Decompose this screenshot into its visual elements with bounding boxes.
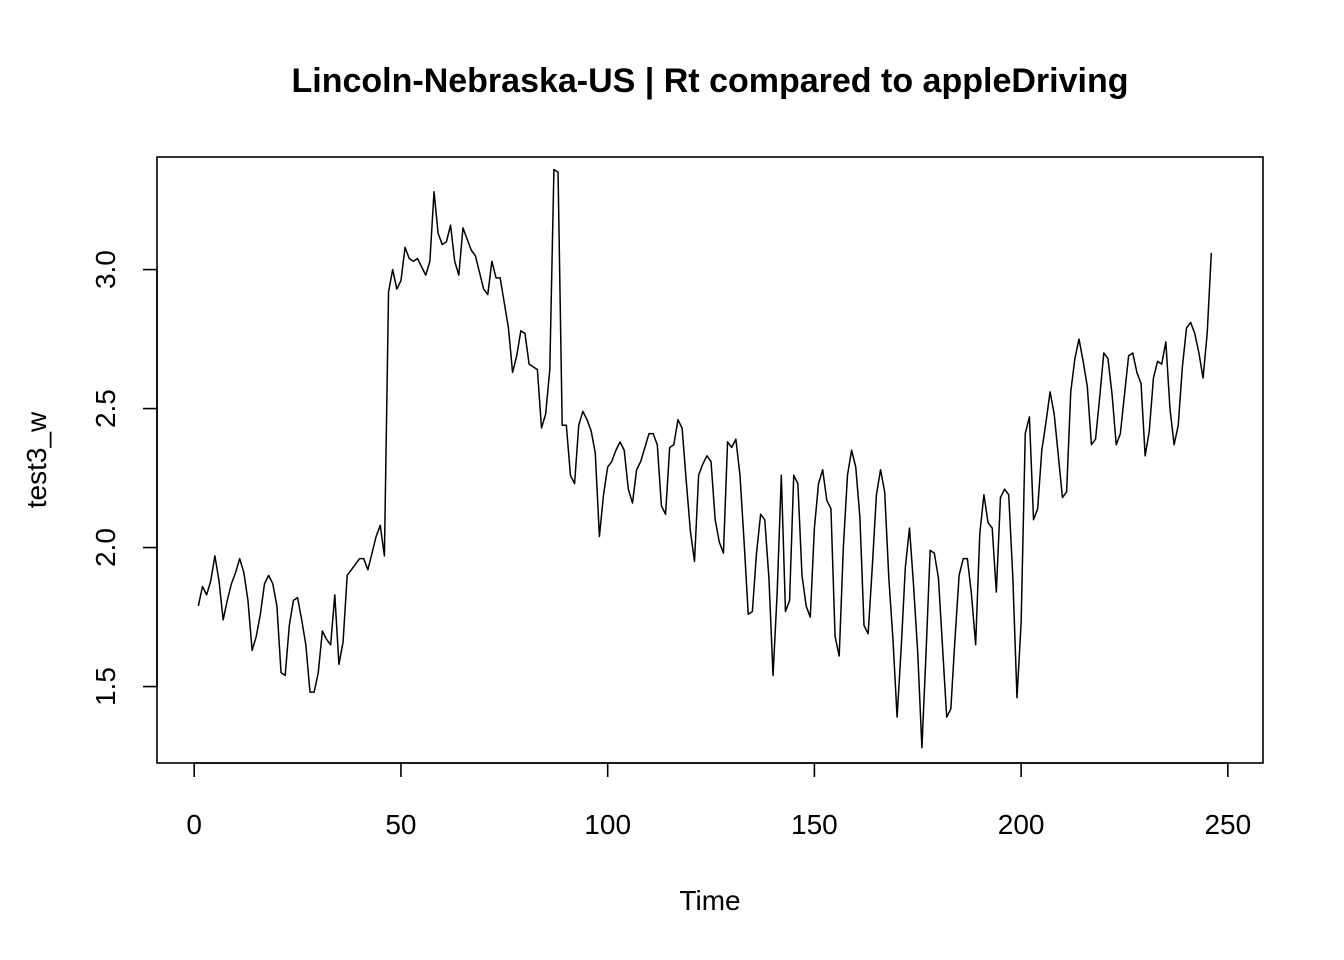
y-axis: 1.5 2.0 2.5 3.0: [90, 250, 158, 706]
x-tick-label: 100: [584, 809, 631, 840]
x-axis-label: Time: [679, 885, 740, 916]
x-axis: 0 50 100 150 200 250: [186, 762, 1251, 840]
x-tick-label: 250: [1204, 809, 1251, 840]
x-tick-label: 0: [186, 809, 202, 840]
chart-title: Lincoln-Nebraska-US | Rt compared to app…: [292, 62, 1129, 100]
x-tick-label: 150: [791, 809, 838, 840]
series-line: [197, 168, 1213, 749]
y-tick-label: 2.0: [90, 528, 121, 567]
y-axis-label: test3_w: [21, 411, 52, 508]
y-tick-label: 2.5: [90, 389, 121, 428]
x-tick-label: 200: [998, 809, 1045, 840]
y-tick-label: 3.0: [90, 250, 121, 289]
y-tick-label: 1.5: [90, 667, 121, 706]
x-tick-label: 50: [385, 809, 416, 840]
